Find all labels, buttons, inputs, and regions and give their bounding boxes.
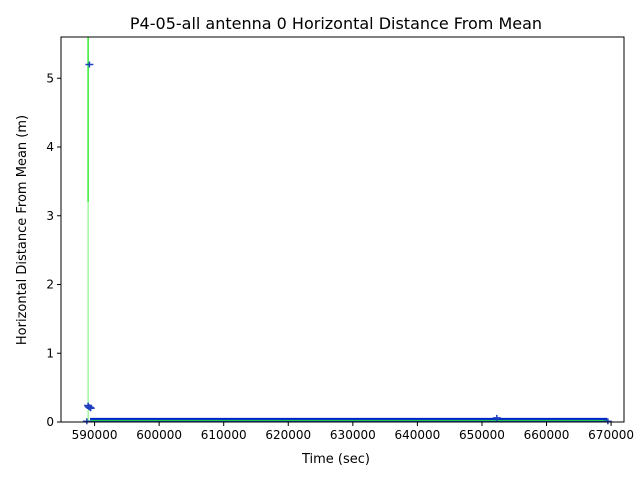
y-axis: 0 1 2 3 4 5: [46, 71, 61, 429]
plot-frame: [60, 36, 625, 423]
y-tick-label: 3: [46, 209, 54, 223]
y-tick-label: 5: [46, 71, 54, 85]
x-tick-label: 640000: [394, 428, 440, 442]
x-axis: 590000 600000 610000 620000 630000 640000 6500…: [72, 422, 634, 442]
x-tick-label: 650000: [459, 428, 505, 442]
y-axis-label: Horizontal Distance From Mean (m): [15, 115, 30, 345]
x-tick-label: 610000: [201, 428, 247, 442]
y-tick-label: 4: [46, 140, 54, 154]
x-tick-label: 620000: [265, 428, 311, 442]
y-tick-label: 1: [46, 346, 54, 360]
chart-title: P4-05-all antenna 0 Horizontal Distance …: [130, 14, 542, 33]
plot-data: [82, 37, 612, 425]
x-tick-label: 660000: [524, 428, 570, 442]
x-tick-label: 590000: [72, 428, 118, 442]
x-tick-label: 670000: [588, 428, 634, 442]
x-tick-label: 600000: [136, 428, 182, 442]
x-axis-label: Time (sec): [301, 452, 370, 467]
y-tick-label: 2: [46, 278, 54, 292]
x-tick-label: 630000: [330, 428, 376, 442]
y-tick-label: 0: [46, 415, 54, 429]
